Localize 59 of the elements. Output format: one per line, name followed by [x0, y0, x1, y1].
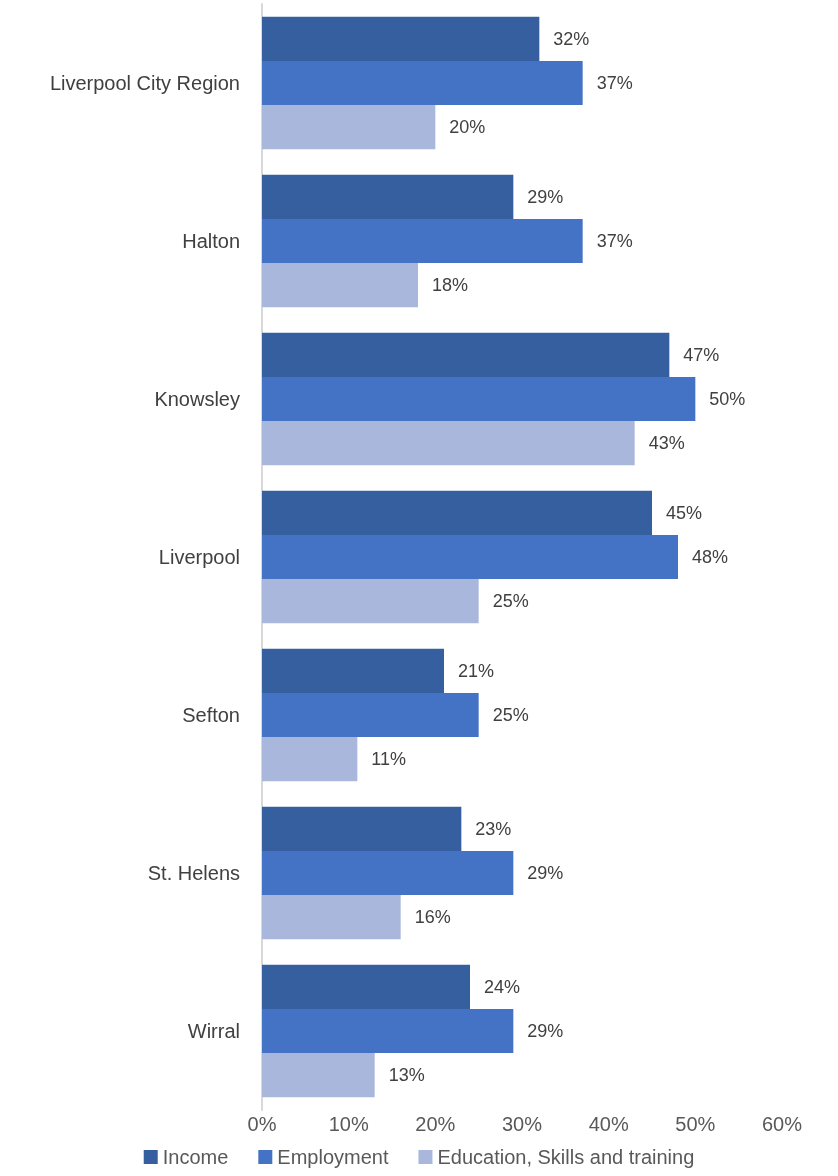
bar: [262, 579, 479, 624]
data-label: 11%: [371, 749, 407, 770]
x-tick-label: 60%: [761, 1113, 803, 1135]
bar: [262, 737, 358, 782]
data-label: 50%: [709, 389, 746, 409]
bar: [262, 490, 652, 535]
x-tick-label: 10%: [328, 1113, 369, 1135]
bar: [262, 692, 479, 738]
data-label: 24%: [484, 976, 521, 997]
data-label: 29%: [527, 1021, 564, 1041]
data-label: 21%: [458, 660, 495, 681]
bar: [262, 218, 583, 264]
y-tick-label: Liverpool City Region: [49, 72, 240, 94]
bar: [262, 806, 462, 851]
data-label: 32%: [553, 28, 590, 49]
y-tick-label: Sefton: [182, 704, 240, 726]
bar: [262, 421, 635, 466]
data-label: 25%: [492, 705, 529, 725]
bar: [262, 332, 670, 377]
bar: [262, 376, 696, 422]
bar: [262, 60, 583, 106]
data-label: 45%: [666, 502, 703, 523]
x-tick-label: 20%: [415, 1113, 456, 1135]
data-label: 29%: [527, 186, 564, 207]
data-label: 43%: [648, 433, 685, 454]
bar: [262, 174, 514, 219]
data-label: 13%: [388, 1065, 425, 1086]
bar: [262, 850, 514, 896]
y-tick-label: St. Helens: [147, 862, 240, 884]
x-tick-label: 0%: [247, 1113, 277, 1135]
y-tick-label: Wirral: [187, 1020, 240, 1042]
bar: [262, 105, 436, 150]
data-label: 23%: [475, 818, 512, 839]
bar: [262, 895, 401, 940]
y-tick-label: Knowsley: [154, 388, 240, 410]
x-tick-label: 40%: [588, 1113, 629, 1135]
data-label: 20%: [449, 117, 486, 138]
data-label: 37%: [596, 231, 633, 251]
legend-label: Education, Skills and training: [437, 1146, 695, 1168]
y-tick-label: Liverpool: [158, 546, 240, 568]
y-tick-label: Halton: [182, 230, 240, 252]
legend-label: Income: [162, 1146, 229, 1168]
bar: [262, 16, 540, 61]
bar: [262, 1053, 375, 1098]
bar: [262, 263, 418, 308]
data-label: 18%: [432, 275, 469, 296]
data-label: 47%: [683, 344, 720, 365]
bar: [262, 964, 470, 1009]
x-tick-label: 50%: [675, 1113, 716, 1135]
data-label: 37%: [596, 73, 633, 93]
x-tick-label: 30%: [501, 1113, 543, 1135]
data-label: 16%: [414, 907, 451, 928]
legend-label: Employment: [277, 1146, 389, 1168]
data-label: 29%: [527, 863, 564, 883]
bar: [262, 648, 444, 693]
bar: [262, 1008, 514, 1054]
data-label: 25%: [492, 591, 529, 612]
bar: [262, 534, 678, 580]
data-label: 48%: [692, 547, 729, 567]
